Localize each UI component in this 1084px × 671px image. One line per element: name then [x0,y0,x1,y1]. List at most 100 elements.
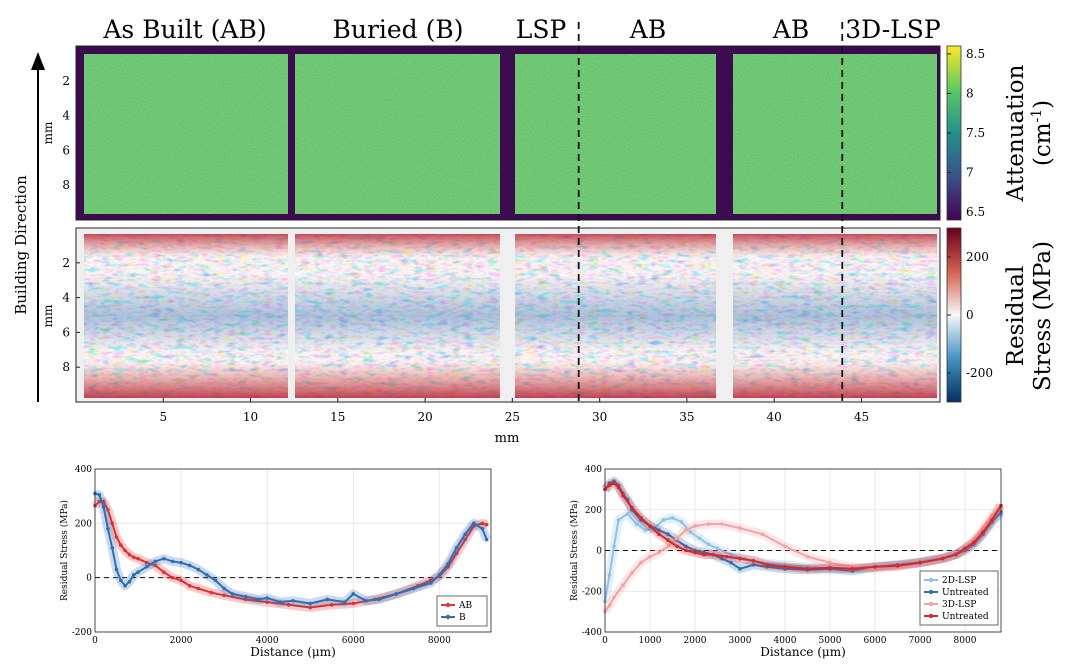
series-2-point-17 [805,554,810,559]
attenuation-ylabel: mm [41,121,55,144]
series-2-point-6 [648,554,652,559]
stress-colorbar-label-2: Stress (MPa) [1030,241,1056,391]
attenuation-colorbar-label: Attenuation [1003,64,1029,202]
xtick-label-1: 2000 [170,636,193,646]
legend-marker-0 [928,577,934,583]
series-0-point-19 [222,593,226,598]
section-boundaries [577,22,844,402]
series-0-point-16 [187,584,192,588]
series-1-point-40 [471,521,476,526]
xtick-label-4: 4000 [774,636,797,646]
series-3-point-10 [675,544,679,549]
series-3-point-12 [693,550,697,555]
series-0-point-13 [706,542,711,547]
series-3-point-26 [940,556,945,561]
series-3-point-8 [657,532,661,536]
series-3-point-29 [972,540,976,545]
attenuation-ytick-label-1: 4 [62,109,70,123]
series-1-point-5 [114,567,119,572]
stress-samples [84,234,937,398]
series-3-point-23 [873,565,877,569]
series-1-point-7 [123,584,127,588]
series-3-point-21 [828,566,832,570]
series-1-point-8 [127,579,132,584]
colorbar-tick-label-0-4: 8.5 [966,47,985,61]
series-1-point-16 [187,563,192,568]
series-0-point-10 [679,520,684,524]
series-2-point-5 [639,560,643,565]
stress-colorbar-label-1: Residual [1003,266,1029,367]
series-3-point-5 [630,505,634,510]
series-3-point-2 [612,481,616,486]
stress-colorbar-ticks: 200 0 -200 [947,250,993,380]
series-3-point-30 [981,530,985,534]
attenuation-ytick-label-0: 2 [62,74,70,88]
colorbar-tick-label-0-2: 7.5 [966,126,985,140]
series-3-point-15 [724,554,729,559]
series-3-point-4 [621,493,625,498]
series-3-point-28 [963,546,967,551]
series-0-point-12 [697,536,702,541]
series-0-point-7 [123,548,127,553]
series-1-point-22 [243,594,248,599]
legend-label-3: Untreated [942,612,989,622]
series-1-point-17 [196,567,201,572]
series-0-point-11 [688,530,693,534]
series-1-point-26 [291,598,295,603]
series-0-point-24 [329,603,334,607]
series-1-point-4 [110,545,115,550]
series-2-point-2 [612,595,616,600]
series-3-point-3 [616,485,621,490]
series-1-point-3 [106,526,110,531]
series-1-point-9 [657,528,661,532]
series-2-point-8 [666,544,670,549]
series-0-point-5 [114,535,119,539]
series-0-point-33 [463,537,467,542]
series-0-point-32 [454,551,459,556]
colorbar-tick-label-0-1: 7 [966,166,974,180]
series-1-point-31 [364,598,368,603]
attenuation-ytick-label-2: 6 [62,143,70,157]
ytick-label-1: 0 [86,574,92,584]
series-3-point-18 [765,562,769,567]
attenuation-sample-noise-3 [515,54,716,214]
section-label-4: AB [772,15,809,44]
series-1-point-16 [720,556,724,561]
series-1-point-15 [179,560,183,565]
attenuation-panel: 2 4 6 8 mm 6.5 7 7.5 8 8.5 Attenuation (cm-1) [41,45,1056,221]
series-0-point-35 [480,521,485,526]
series-1-point-23 [256,597,261,602]
series-1-point-37 [446,562,450,566]
attenuation-colorbar-ticks: 6.5 7 7.5 8 8.5 [947,47,985,219]
stress-ylabel: mm [41,304,55,327]
ylabel: Residual Stress (MPa) [569,500,580,601]
stress-sample-edges-2 [295,234,500,398]
series-0-point-14 [715,546,720,551]
series-1-point-12 [153,559,158,564]
section-label-5: 3D-LSP [845,15,940,44]
legend-marker-1 [445,614,451,620]
attenuation-yticks: 2 4 6 8 [62,74,80,192]
series-1-point-32 [377,597,381,602]
series-0-point-8 [661,518,666,522]
series-0-point-1 [607,573,612,577]
attenuation-ytick-label-3: 8 [62,178,70,192]
series-3-point-16 [738,556,742,561]
series-1-point-20 [222,586,226,591]
xlabel: Distance (μm) [250,645,336,659]
series-0-point-8 [127,552,132,557]
stress-xtick-label-2: 15 [330,410,345,424]
series-0-point-2 [612,544,616,549]
stress-xtick-label-8: 45 [854,410,869,424]
legend-marker-2 [928,601,934,607]
series-0-point-4 [625,512,630,516]
xtick-label-3: 3000 [729,636,752,646]
series-1-point-41 [480,526,485,531]
ytick-label-3: 400 [75,465,92,475]
series-1-point-17 [729,560,733,565]
stress-xlabel: mm [495,431,520,446]
series-1-point-19 [213,578,218,583]
series-3-point-6 [639,516,643,520]
series-3-point-17 [751,558,756,563]
